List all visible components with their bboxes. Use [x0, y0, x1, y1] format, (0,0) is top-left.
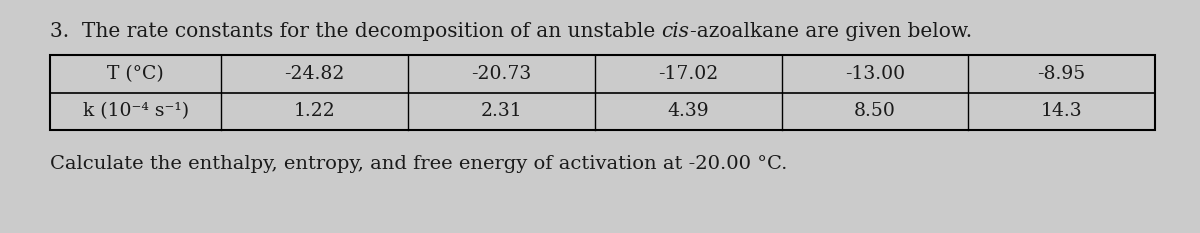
Text: cis: cis [661, 22, 690, 41]
Text: -17.02: -17.02 [658, 65, 719, 83]
Text: -24.82: -24.82 [284, 65, 344, 83]
Text: 1.22: 1.22 [294, 102, 336, 120]
Text: k (10⁻⁴ s⁻¹): k (10⁻⁴ s⁻¹) [83, 102, 188, 120]
Text: 4.39: 4.39 [667, 102, 709, 120]
Text: T (°C): T (°C) [107, 65, 164, 83]
Text: 14.3: 14.3 [1040, 102, 1082, 120]
Text: Calculate the enthalpy, entropy, and free energy of activation at -20.00 °C.: Calculate the enthalpy, entropy, and fre… [50, 155, 787, 173]
Bar [50, 55, 1154, 130]
Text: 3.  The rate constants for the decomposition of an unstable: 3. The rate constants for the decomposit… [50, 22, 661, 41]
Text: -8.95: -8.95 [1038, 65, 1086, 83]
Text: -azoalkane are given below.: -azoalkane are given below. [690, 22, 972, 41]
Text: -20.73: -20.73 [472, 65, 532, 83]
Text: 8.50: 8.50 [854, 102, 896, 120]
Text: 2.31: 2.31 [480, 102, 522, 120]
Text: -13.00: -13.00 [845, 65, 905, 83]
